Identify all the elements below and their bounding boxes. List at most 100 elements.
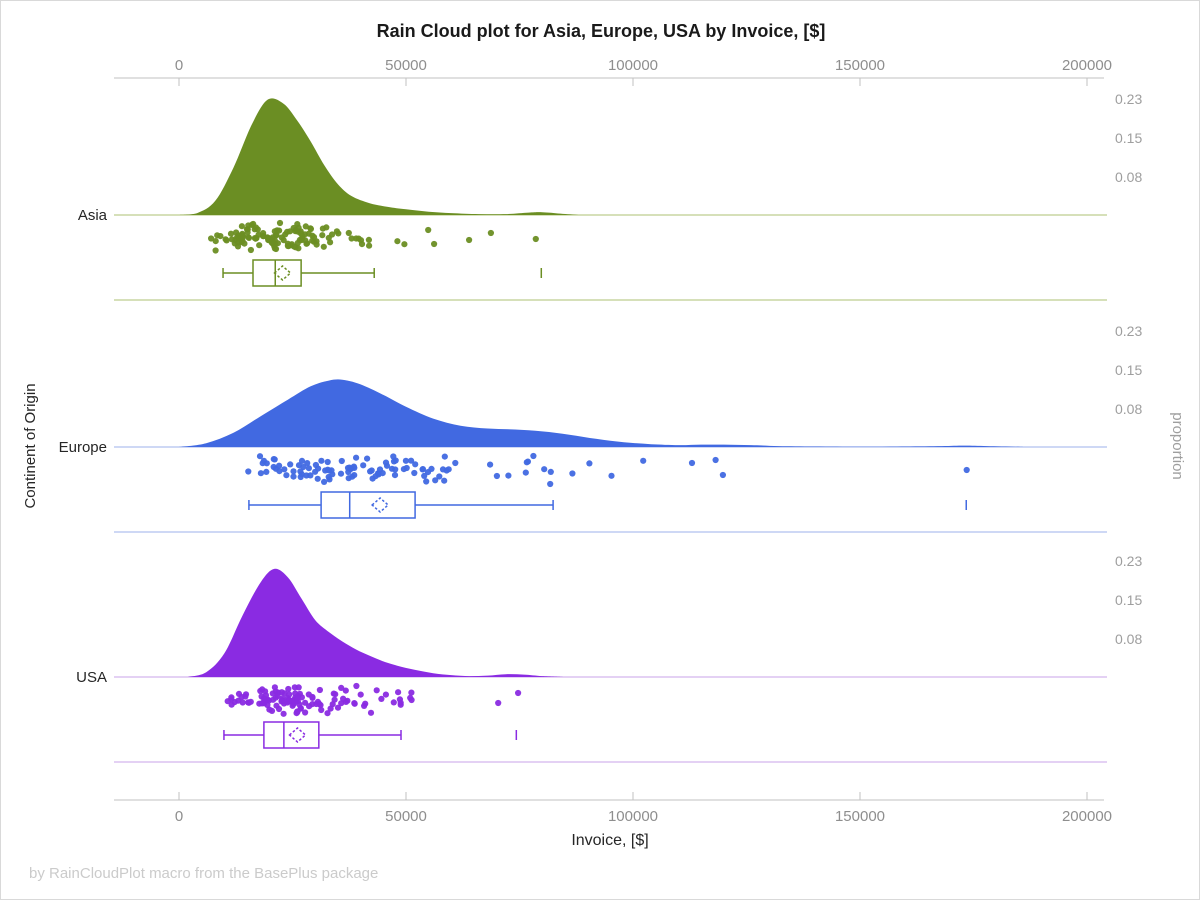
rain-point [378, 695, 385, 703]
y-axis-label-left: Continent of Origin [22, 383, 39, 508]
rain-point [278, 689, 285, 696]
rain-point [272, 694, 279, 701]
rain-point [408, 689, 415, 696]
rain-point [365, 236, 372, 243]
rain-point [436, 473, 443, 480]
rain-point [375, 470, 382, 477]
rain-point [347, 465, 354, 472]
rain-point-outlier [495, 699, 502, 707]
rain-point [245, 468, 252, 475]
rain-point [258, 700, 266, 707]
rain-point [305, 465, 312, 472]
rain-points-usa [224, 682, 522, 717]
box-plot-usa [223, 721, 518, 749]
rain-point [351, 472, 358, 479]
rain-point [286, 691, 293, 698]
rain-point [390, 699, 397, 706]
proportion-tick-label: 0.08 [1115, 631, 1142, 647]
rain-point [273, 702, 280, 709]
rain-point [412, 461, 419, 468]
rain-point [411, 469, 418, 477]
rain-point [530, 452, 537, 460]
plot-area: 0 50000 100000 150000 200000 0 50000 100000 1500… [59, 57, 1143, 825]
rain-point [272, 245, 280, 253]
rain-point [432, 477, 439, 484]
rain-point [259, 460, 266, 467]
rain-point [523, 459, 530, 466]
rain-point [353, 454, 360, 461]
rain-points-asia [208, 219, 539, 254]
rain-point [367, 709, 375, 716]
rain-point [260, 695, 268, 702]
rain-point [421, 472, 428, 479]
rain-point [323, 224, 330, 231]
x-axis-top-tick-label: 50000 [385, 57, 427, 74]
rain-point [238, 223, 245, 230]
x-axis-top-tick-label: 100000 [608, 57, 658, 74]
rain-point [345, 475, 352, 482]
x-axis-top-tick-label: 200000 [1062, 57, 1112, 74]
rain-point-outlier [466, 236, 473, 244]
rain-point [212, 247, 219, 254]
rain-point [382, 691, 389, 698]
rain-point [608, 472, 615, 479]
rain-point [269, 240, 276, 247]
rain-point [292, 244, 299, 251]
rain-point-outlier [532, 235, 539, 243]
rain-point [297, 468, 304, 475]
rain-point [245, 234, 252, 241]
rain-point [300, 463, 307, 471]
x-axis-top-tick-label: 150000 [835, 57, 885, 74]
iqr-box [252, 259, 302, 287]
rain-point [493, 472, 500, 480]
rain-point [233, 229, 240, 236]
rain-point [355, 235, 362, 242]
rain-point [312, 468, 319, 475]
rain-point [256, 242, 263, 249]
rain-point [303, 240, 310, 247]
rain-point [394, 238, 401, 245]
rain-point [487, 461, 494, 468]
rain-point [297, 705, 304, 712]
rain-point [401, 241, 408, 248]
rain-point [309, 237, 316, 244]
group-label-usa: USA [76, 669, 107, 686]
rain-point [368, 467, 375, 474]
rain-point [295, 684, 302, 691]
rain-point [331, 696, 338, 703]
rain-point [318, 706, 325, 714]
rain-point [304, 460, 311, 467]
box-plot-europe [248, 491, 967, 519]
rain-point [250, 220, 257, 228]
rain-point [247, 246, 254, 254]
rain-point [402, 457, 409, 464]
x-axis-bottom-tick-label: 200000 [1062, 808, 1112, 825]
rain-point [333, 228, 340, 235]
rain-point [522, 469, 529, 476]
rain-point [569, 470, 576, 477]
rain-point [235, 239, 242, 246]
rain-point [320, 243, 327, 250]
rain-point [251, 235, 258, 242]
rain-point [239, 699, 246, 706]
rain-point [223, 237, 230, 244]
rain-point [360, 462, 367, 469]
rain-point [235, 690, 243, 698]
panel-asia: 0.23 0.15 0.08 Asia [78, 91, 1142, 301]
group-label-europe: Europe [59, 439, 107, 456]
rain-point [328, 467, 335, 474]
rain-point [358, 241, 366, 248]
rain-point [257, 470, 264, 477]
rain-point [329, 231, 336, 238]
rain-point [294, 221, 301, 228]
rain-point [327, 239, 334, 246]
rain-point-outlier [963, 466, 970, 474]
box-plot-asia [222, 259, 543, 287]
proportion-tick-label: 0.08 [1115, 401, 1142, 417]
x-axis-bottom-tick-label: 50000 [385, 808, 427, 825]
rain-point [309, 232, 316, 239]
rain-point [445, 466, 452, 473]
rain-point [208, 235, 215, 242]
